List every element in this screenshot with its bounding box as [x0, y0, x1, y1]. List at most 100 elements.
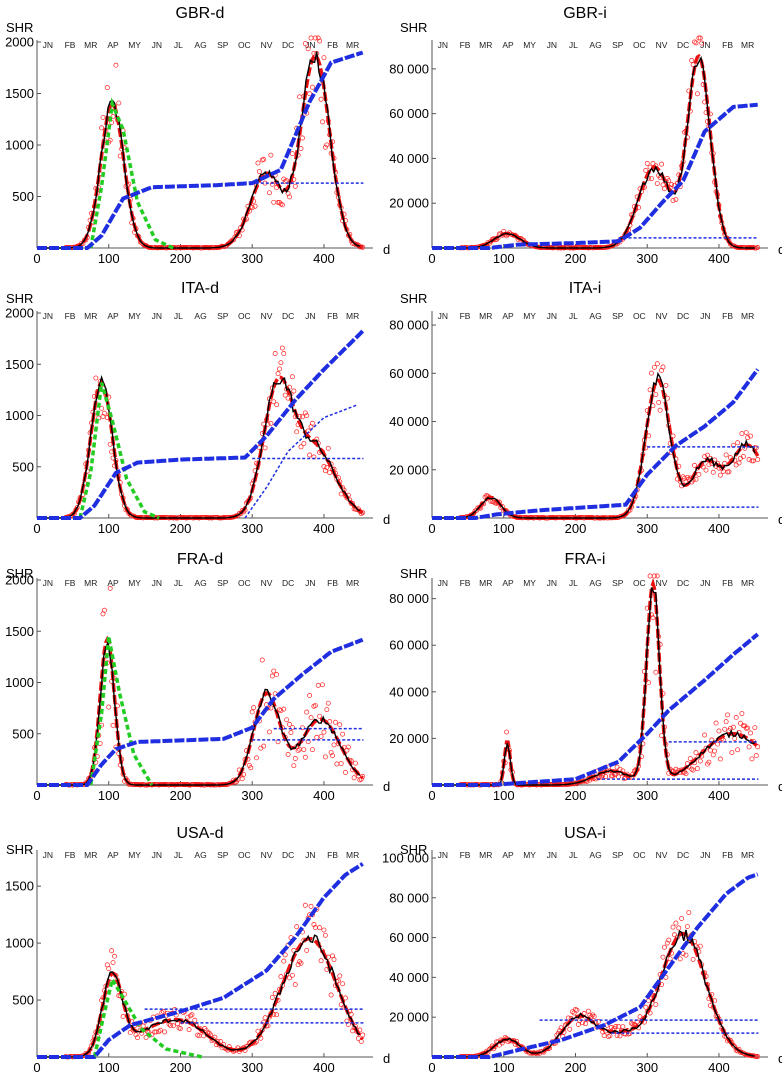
data-point [649, 176, 654, 182]
data-point [315, 35, 321, 41]
data-point [271, 399, 277, 405]
cumulative-scaled-line [37, 329, 365, 520]
data-point [285, 752, 291, 757]
data-point [670, 198, 676, 203]
data-point [239, 776, 245, 782]
data-point [693, 476, 699, 482]
first-wave-fit-line [92, 974, 203, 1059]
data-point [710, 469, 716, 475]
data-point [99, 405, 105, 411]
data-point [740, 454, 746, 459]
data-point [281, 351, 287, 356]
month-label: NV [656, 850, 668, 860]
month-label: JL [569, 40, 578, 50]
data-point [254, 755, 259, 761]
month-label: AG [589, 850, 601, 860]
x-tick-label: 200 [170, 788, 192, 803]
data-point [289, 151, 295, 157]
month-label: AP [502, 850, 514, 860]
x-axis-label: d [383, 512, 390, 527]
month-label: FB [722, 311, 733, 321]
data-point [587, 1012, 593, 1018]
month-label: MR [84, 578, 97, 588]
month-label: FB [460, 40, 471, 50]
cumulative-scaled-line [432, 632, 760, 787]
month-label: JN [547, 850, 557, 860]
data-point [689, 58, 695, 63]
data-point [353, 760, 358, 766]
x-tick-label: 0 [33, 251, 40, 266]
month-label: DC [677, 40, 689, 50]
data-point [287, 975, 292, 981]
month-label: NV [656, 40, 668, 50]
x-tick-label: 0 [428, 251, 435, 266]
x-tick-label: 100 [493, 251, 515, 266]
data-point [246, 762, 252, 768]
data-point [722, 726, 728, 732]
y-tick-label: 2000 [5, 573, 34, 588]
data-point [345, 744, 351, 750]
data-point [325, 700, 331, 706]
data-point [331, 957, 337, 962]
y-tick-label: 20 000 [389, 196, 429, 211]
month-label: JN [305, 850, 315, 860]
model-fit-line [37, 375, 364, 520]
data-point [700, 464, 706, 470]
data-point [614, 764, 620, 770]
month-label: AG [194, 40, 206, 50]
month-label: JL [174, 40, 183, 50]
data-point [673, 766, 679, 772]
data-point [328, 992, 334, 998]
y-tick-label: 60 000 [389, 366, 429, 381]
data-point [716, 728, 722, 734]
data-point [284, 717, 290, 723]
data-point [613, 1024, 619, 1029]
month-label: OC [238, 578, 251, 588]
x-tick-label: 0 [33, 521, 40, 536]
y-tick-label: 60 000 [389, 930, 429, 945]
x-tick-label: 300 [636, 1060, 658, 1073]
month-label: JN [43, 311, 53, 321]
month-label: JN [43, 850, 53, 860]
month-label: OC [633, 578, 646, 588]
data-point [274, 1012, 280, 1018]
data-point [653, 1002, 659, 1007]
data-point [162, 1029, 168, 1035]
data-point [616, 774, 621, 780]
data-point [607, 1033, 613, 1039]
data-point [726, 469, 732, 475]
data-point [156, 1029, 162, 1035]
x-tick-label: 400 [313, 788, 335, 803]
data-point [650, 160, 656, 166]
data-point [694, 91, 700, 97]
data-point [322, 932, 328, 938]
data-point [327, 470, 333, 476]
data-point [318, 958, 324, 964]
moving-average-line [37, 51, 361, 249]
data-point [664, 940, 670, 946]
data-point [749, 756, 755, 762]
data-point [746, 457, 752, 462]
data-point [258, 745, 264, 751]
data-point [298, 960, 304, 966]
data-point [248, 765, 254, 771]
first-wave-fit-line [89, 97, 175, 250]
data-point [337, 973, 343, 979]
data-point [268, 420, 274, 426]
data-point [252, 203, 258, 209]
data-point [723, 452, 729, 458]
month-label: JN [438, 40, 448, 50]
data-point [755, 457, 761, 462]
data-point [693, 750, 699, 756]
month-label: JN [438, 578, 448, 588]
data-point [249, 709, 255, 715]
data-point [281, 706, 287, 712]
data-point [574, 1007, 580, 1013]
month-label: JL [569, 850, 578, 860]
data-point [249, 205, 255, 211]
data-point [659, 161, 665, 167]
data-point [712, 748, 718, 754]
panel-ita-i: ITA-i SHR d JN FB MR AP MY JN JL AG SP OC NV DC JN FB MR 2… [389, 280, 782, 536]
data-point [200, 1033, 206, 1039]
data-point [679, 916, 685, 921]
